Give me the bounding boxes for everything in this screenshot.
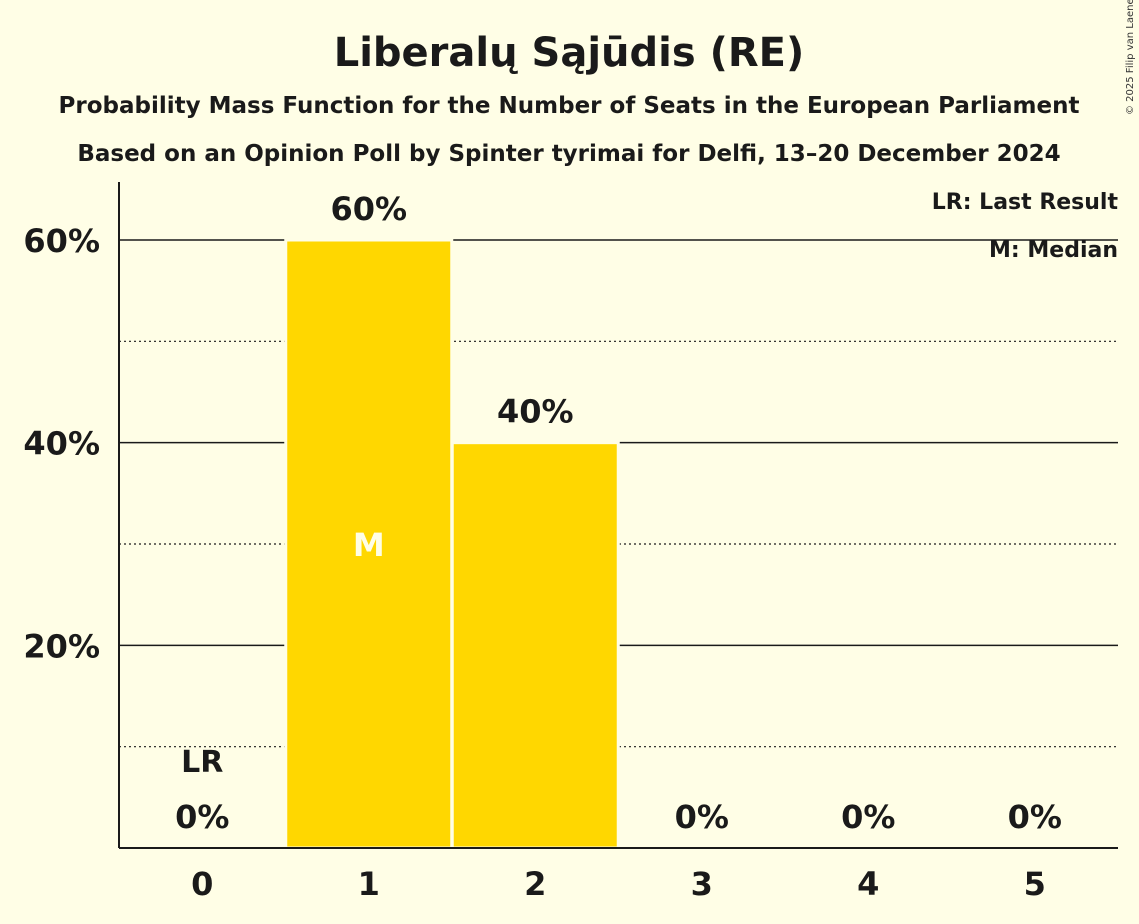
data-label: 0% [841,798,895,836]
copyright: © 2025 Filip van Laenen [1125,0,1136,115]
x-tick-label: 0 [191,865,213,903]
chart-title: Liberalų Sąjūdis (RE) [334,30,805,76]
y-tick-label: 20% [23,627,100,665]
legend-last-result: LR: Last Result [932,190,1119,215]
data-label: 0% [675,798,729,836]
data-label: 0% [175,798,229,836]
chart-subtitle-1: Probability Mass Function for the Number… [59,93,1080,119]
legend-median: M: Median [989,238,1118,263]
last-result-marker: LR [181,745,223,780]
median-marker: M [353,526,385,564]
x-tick-label: 2 [524,865,546,903]
x-tick-label: 4 [857,865,879,903]
bar-2 [450,441,620,850]
data-label: 40% [497,393,574,431]
x-tick-label: 3 [691,865,713,903]
data-label: 0% [1008,798,1062,836]
x-tick-label: 1 [358,865,380,903]
chart-subtitle-2: Based on an Opinion Poll by Spinter tyri… [77,141,1060,167]
y-tick-label: 40% [23,425,100,463]
x-tick-label: 5 [1024,865,1046,903]
y-tick-label: 60% [23,222,100,260]
data-label: 60% [330,190,407,228]
